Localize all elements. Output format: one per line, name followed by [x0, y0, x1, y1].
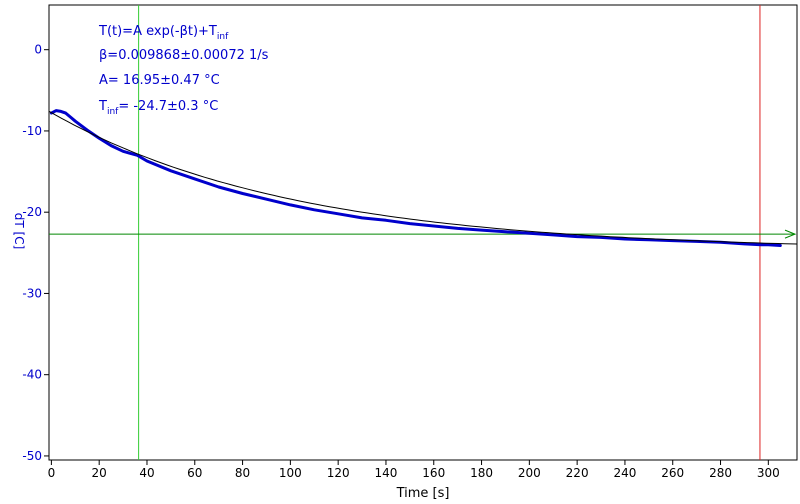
x-axis: 0 20 40 60 80 100 120 140 160 180 200 220 240 260 280 3… [48, 460, 780, 480]
y-tick-label: 0 [34, 43, 42, 57]
y-tick-label: -50 [22, 449, 42, 463]
x-tick-label: 160 [422, 466, 445, 480]
fit-formula-subscript: inf [217, 32, 229, 42]
fit-formula-main: T(t)=A exp(-βt)+T [98, 24, 217, 39]
level-marker-arrow [784, 229, 797, 239]
x-tick-label: 240 [613, 466, 636, 480]
fit-amplitude: A= 16.95±0.47 °C [99, 73, 220, 88]
plot-area [48, 4, 798, 461]
y-tick-label: -40 [22, 368, 42, 382]
x-tick-label: 80 [235, 466, 250, 480]
x-tick-label: 260 [661, 466, 684, 480]
x-tick-label: 300 [757, 466, 780, 480]
fit-t-inf-value: = -24.7±0.3 °C [118, 99, 218, 114]
x-tick-label: 180 [470, 466, 493, 480]
y-tick-label: -30 [22, 286, 42, 300]
fit-formula: T(t)=A exp(-βt)+Tinf [98, 24, 229, 42]
markers-layer [49, 5, 797, 460]
x-axis-label: Time [s] [396, 486, 450, 501]
x-tick-label: 140 [375, 466, 398, 480]
x-tick-label: 20 [92, 466, 107, 480]
fit-curve [48, 110, 798, 245]
fit-t-inf-prefix: T [98, 99, 107, 114]
x-tick-label: 40 [139, 466, 154, 480]
x-tick-label: 120 [327, 466, 350, 480]
x-tick-label: 0 [48, 466, 56, 480]
fit-beta: β=0.009868±0.00072 1/s [99, 48, 269, 63]
x-tick-label: 100 [279, 466, 302, 480]
x-tick-label: 60 [187, 466, 202, 480]
y-axis: 0 -10 -20 -30 -40 -50 [22, 43, 49, 463]
y-tick-label: -10 [22, 124, 42, 138]
series-layer [48, 109, 798, 247]
x-tick-label: 220 [566, 466, 589, 480]
fit-annotation: T(t)=A exp(-βt)+Tinf β=0.009868±0.00072 … [98, 24, 269, 117]
plot-frame [48, 4, 798, 461]
fit-t-inf: Tinf= -24.7±0.3 °C [98, 99, 218, 117]
y-tick-label: -20 [22, 205, 42, 219]
x-tick-label: 200 [518, 466, 541, 480]
fit-t-inf-subscript: inf [107, 107, 119, 117]
x-tick-label: 280 [709, 466, 732, 480]
y-axis-label: dT [C] [12, 213, 26, 250]
